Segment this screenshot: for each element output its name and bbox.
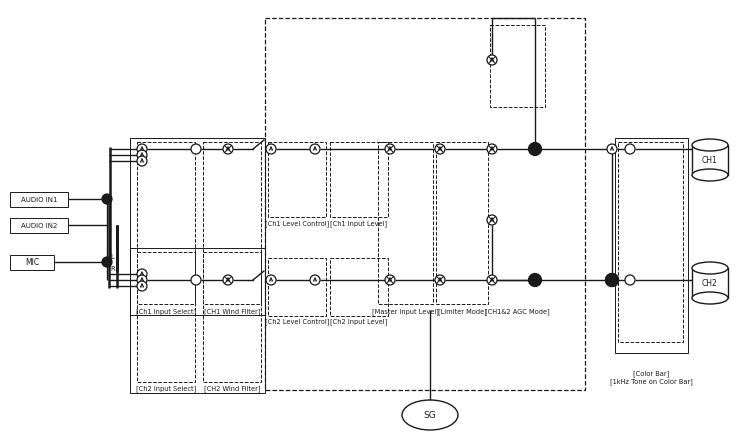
Circle shape: [607, 144, 617, 154]
Bar: [618, 142, 683, 342]
Circle shape: [266, 144, 276, 154]
Text: CH2: CH2: [702, 279, 718, 287]
Ellipse shape: [692, 139, 728, 151]
Circle shape: [625, 144, 635, 154]
Circle shape: [385, 144, 395, 154]
Circle shape: [487, 215, 497, 225]
Bar: [268, 258, 326, 316]
Circle shape: [137, 269, 147, 279]
Bar: [265, 18, 585, 390]
Text: [Ch2 Input Select]: [Ch2 Input Select]: [136, 385, 196, 392]
Circle shape: [528, 143, 542, 155]
Bar: [203, 252, 261, 382]
Circle shape: [487, 275, 497, 285]
Circle shape: [191, 275, 201, 285]
Circle shape: [487, 144, 497, 154]
Bar: [330, 258, 388, 316]
Bar: [330, 142, 388, 217]
Bar: [203, 142, 261, 304]
Bar: [692, 145, 728, 175]
Circle shape: [435, 275, 445, 285]
Circle shape: [385, 275, 395, 285]
Circle shape: [607, 275, 617, 285]
Text: [Ch1 Level Control]: [Ch1 Level Control]: [265, 220, 329, 227]
Text: SG: SG: [424, 411, 437, 419]
Circle shape: [191, 144, 201, 154]
Text: CH1: CH1: [702, 155, 718, 165]
Bar: [268, 142, 326, 217]
Text: [CH2 Wind Filter]: [CH2 Wind Filter]: [203, 385, 260, 392]
Circle shape: [137, 275, 147, 285]
Ellipse shape: [692, 169, 728, 181]
Bar: [436, 142, 488, 304]
Circle shape: [102, 194, 112, 204]
Text: R: R: [110, 266, 115, 272]
Text: [Color Bar]
[1kHz Tone on Color Bar]: [Color Bar] [1kHz Tone on Color Bar]: [609, 370, 692, 385]
Circle shape: [487, 55, 497, 65]
Circle shape: [606, 274, 618, 286]
Text: L: L: [110, 254, 114, 260]
Bar: [692, 268, 728, 298]
Ellipse shape: [692, 292, 728, 304]
Bar: [130, 248, 265, 393]
Ellipse shape: [402, 400, 458, 430]
Circle shape: [528, 274, 542, 286]
Text: [Ch1 Input Select]: [Ch1 Input Select]: [136, 308, 196, 315]
Text: [CH1&2 AGC Mode]: [CH1&2 AGC Mode]: [485, 308, 549, 315]
Bar: [10, 218, 68, 233]
Bar: [137, 142, 195, 304]
Circle shape: [137, 144, 147, 154]
Circle shape: [102, 257, 112, 267]
Circle shape: [310, 275, 320, 285]
Circle shape: [266, 275, 276, 285]
Text: [Ch1 Input Level]: [Ch1 Input Level]: [331, 220, 387, 227]
Ellipse shape: [692, 262, 728, 274]
Bar: [10, 192, 68, 207]
Text: [CH1 Wind Filter]: [CH1 Wind Filter]: [204, 308, 260, 315]
Circle shape: [137, 281, 147, 291]
Text: [Limiter Mode]: [Limiter Mode]: [437, 308, 486, 315]
Circle shape: [137, 156, 147, 166]
Circle shape: [435, 144, 445, 154]
Text: AUDIO IN2: AUDIO IN2: [21, 223, 57, 228]
Text: AUDIO IN1: AUDIO IN1: [21, 197, 57, 202]
Circle shape: [223, 275, 233, 285]
Bar: [490, 25, 545, 107]
Circle shape: [137, 150, 147, 160]
Circle shape: [625, 275, 635, 285]
Circle shape: [606, 274, 618, 286]
Circle shape: [310, 144, 320, 154]
Bar: [10, 255, 54, 270]
Text: MIC: MIC: [25, 258, 39, 267]
Circle shape: [223, 144, 233, 154]
Text: [Ch2 Input Level]: [Ch2 Input Level]: [330, 318, 387, 325]
Bar: [137, 252, 195, 382]
Text: [Master Input Level]: [Master Input Level]: [372, 308, 439, 315]
Text: [Ch2 Level Control]: [Ch2 Level Control]: [264, 318, 329, 325]
Bar: [615, 138, 688, 353]
Bar: [378, 142, 433, 304]
Bar: [130, 138, 265, 315]
